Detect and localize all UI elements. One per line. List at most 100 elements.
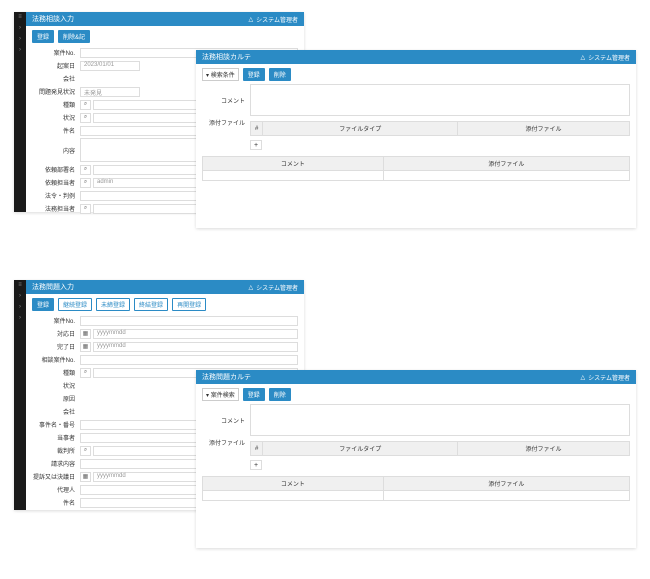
card-body: ▾ 検索条件 登録 削除 コメント 添付ファイル #ファイルタイプ添付ファイル … <box>196 64 636 185</box>
user-label: システム管理者 <box>256 15 298 24</box>
nav-icon[interactable]: › <box>19 304 21 310</box>
save-button[interactable]: 登録 <box>32 30 54 43</box>
calendar-icon[interactable]: ▦ <box>80 329 91 339</box>
ref-input[interactable] <box>80 355 298 365</box>
tab-comment[interactable]: コメント <box>203 157 384 171</box>
cell <box>383 491 629 501</box>
card-body: ▾ 案件検索 登録 削除 コメント 添付ファイル #ファイルタイプ添付ファイル … <box>196 384 636 505</box>
label: コメント <box>202 416 250 425</box>
label: 問題発見状況 <box>32 87 80 96</box>
save-button[interactable]: 登録 <box>243 388 265 401</box>
label: 法令・判例 <box>32 191 80 200</box>
label: 案件No. <box>32 48 80 57</box>
nav-icon[interactable]: › <box>19 47 21 53</box>
panel-soudan-karte: 法務相談カルテ △システム管理者 ▾ 検索条件 登録 削除 コメント 添付ファイ… <box>196 50 636 228</box>
tab-file[interactable]: 添付ファイル <box>383 477 629 491</box>
label: 状況 <box>32 381 80 390</box>
label: 完了日 <box>32 342 80 351</box>
label: 案件No. <box>32 316 80 325</box>
closed-button[interactable]: 終結登録 <box>134 298 168 311</box>
label: 種類 <box>32 368 80 377</box>
label: 種類 <box>32 100 80 109</box>
bell-icon[interactable]: △ <box>249 16 254 23</box>
label: 状況 <box>32 113 80 122</box>
cell <box>203 491 384 501</box>
tab-file[interactable]: 添付ファイル <box>383 157 629 171</box>
status-input[interactable]: 未発見 <box>80 87 140 97</box>
user-label: システム管理者 <box>588 53 630 62</box>
search-icon[interactable]: ⌕ <box>80 165 91 175</box>
page-title: 法務問題カルテ <box>202 372 251 382</box>
label: コメント <box>202 96 250 105</box>
label: 提訴又は決議日 <box>32 472 80 481</box>
toolbar: 登録 継続登録 未締登録 終結登録 再開登録 <box>26 294 304 315</box>
search-icon[interactable]: ⌕ <box>80 368 91 378</box>
label: 事件名・番号 <box>32 420 80 429</box>
anken-no-input[interactable] <box>80 316 298 326</box>
nav-icon[interactable]: › <box>19 36 21 42</box>
label: 代理人 <box>32 485 80 494</box>
calendar-icon[interactable]: ▦ <box>80 472 91 482</box>
toolbar: 登録 削除&記 <box>26 26 304 47</box>
nav-icon[interactable]: › <box>19 25 21 31</box>
panel-mondai-karte: 法務問題カルテ △システム管理者 ▾ 案件検索 登録 削除 コメント 添付ファイ… <box>196 370 636 548</box>
label: 請求内容 <box>32 459 80 468</box>
header: 法務相談カルテ △システム管理者 <box>196 50 636 64</box>
page-title: 法務相談カルテ <box>202 52 251 62</box>
comment-textarea[interactable] <box>250 84 630 116</box>
tabs-table: コメント添付ファイル <box>202 156 630 181</box>
bell-icon[interactable]: △ <box>581 54 586 61</box>
menu-icon[interactable]: ≡ <box>18 14 22 20</box>
cell <box>203 171 384 181</box>
reopen-button[interactable]: 再開登録 <box>172 298 206 311</box>
label: 原因 <box>32 394 80 403</box>
save-button[interactable]: 登録 <box>243 68 265 81</box>
header: 法務相談入力 △システム管理者 <box>26 12 304 26</box>
label: 会社 <box>32 74 80 83</box>
expand-toggle[interactable]: ▾ 検索条件 <box>202 68 239 81</box>
comment-textarea[interactable] <box>250 404 630 436</box>
label: 件名 <box>32 498 80 507</box>
delete-button[interactable]: 削除&記 <box>58 30 90 43</box>
calendar-icon[interactable]: ▦ <box>80 342 91 352</box>
delete-button[interactable]: 削除 <box>269 388 291 401</box>
label: 起案日 <box>32 61 80 70</box>
delete-button[interactable]: 削除 <box>269 68 291 81</box>
label: 裁判所 <box>32 446 80 455</box>
nav-icon[interactable]: › <box>19 315 21 321</box>
attach-table: #ファイルタイプ添付ファイル <box>250 121 630 136</box>
search-icon[interactable]: ⌕ <box>80 100 91 110</box>
search-icon[interactable]: ⌕ <box>80 446 91 456</box>
cell <box>383 171 629 181</box>
bell-icon[interactable]: △ <box>581 374 586 381</box>
sidebar: ≡ › › › <box>14 280 26 510</box>
label: 相談案件No. <box>32 355 80 364</box>
tab-comment[interactable]: コメント <box>203 477 384 491</box>
add-row-button[interactable]: + <box>250 140 262 150</box>
continue-button[interactable]: 継続登録 <box>58 298 92 311</box>
label: 添付ファイル <box>202 438 250 447</box>
unclosed-button[interactable]: 未締登録 <box>96 298 130 311</box>
user-label: システム管理者 <box>588 373 630 382</box>
label: 依頼担当者 <box>32 178 80 187</box>
date-input[interactable]: 2023/01/01 <box>80 61 140 71</box>
date-input[interactable]: yyyymmdd <box>93 342 298 352</box>
page-title: 法務問題入力 <box>32 282 74 292</box>
label: 法務担当者 <box>32 204 80 213</box>
add-row-button[interactable]: + <box>250 460 262 470</box>
nav-icon[interactable]: › <box>19 293 21 299</box>
search-icon[interactable]: ⌕ <box>80 204 91 214</box>
expand-toggle[interactable]: ▾ 案件検索 <box>202 388 239 401</box>
label: 対応日 <box>32 329 80 338</box>
label: 当事者 <box>32 433 80 442</box>
search-icon[interactable]: ⌕ <box>80 178 91 188</box>
bell-icon[interactable]: △ <box>249 284 254 291</box>
sidebar: ≡ › › › <box>14 12 26 212</box>
search-icon[interactable]: ⌕ <box>80 113 91 123</box>
date-input[interactable]: yyyymmdd <box>93 329 298 339</box>
header: 法務問題カルテ △システム管理者 <box>196 370 636 384</box>
menu-icon[interactable]: ≡ <box>18 282 22 288</box>
col-file: 添付ファイル <box>458 442 630 456</box>
page-title: 法務相談入力 <box>32 14 74 24</box>
save-button[interactable]: 登録 <box>32 298 54 311</box>
